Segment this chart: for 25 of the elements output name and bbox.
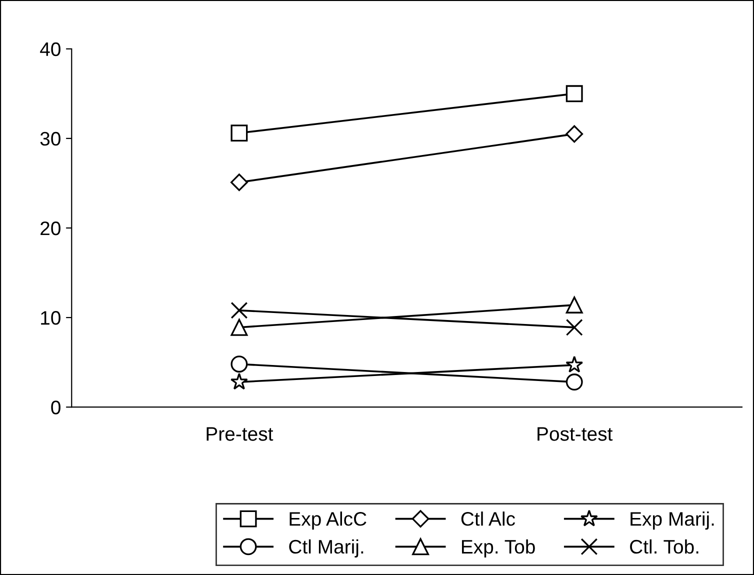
x-tick-label: Post-test [538, 427, 613, 441]
y-tick-label: 10 [41, 311, 60, 325]
point [230, 372, 248, 390]
x-tick-label: Pre-test [206, 427, 274, 441]
point [566, 85, 583, 102]
point [566, 374, 583, 390]
point [566, 125, 584, 143]
point [566, 318, 583, 336]
point [230, 124, 248, 142]
point [230, 356, 248, 373]
y-tick-label: 30 [40, 132, 60, 146]
point [230, 302, 248, 319]
point [230, 318, 248, 336]
legend-label: Exp Marij. [630, 512, 714, 530]
legend-label: Ctl. Tob. [630, 539, 698, 554]
point [566, 356, 584, 373]
y-tick-label: 20 [40, 221, 60, 236]
y-tick-label: 40 [40, 42, 60, 56]
legend-label: Exp AlcC [290, 512, 366, 530]
point [566, 296, 583, 314]
point [230, 174, 248, 192]
y-tick-label: 0 [51, 400, 60, 414]
legend-label: Ctl Alc [461, 512, 515, 526]
legend-label: Ctl Marij. [289, 539, 364, 558]
legend-label: Exp. Tob [462, 539, 535, 558]
